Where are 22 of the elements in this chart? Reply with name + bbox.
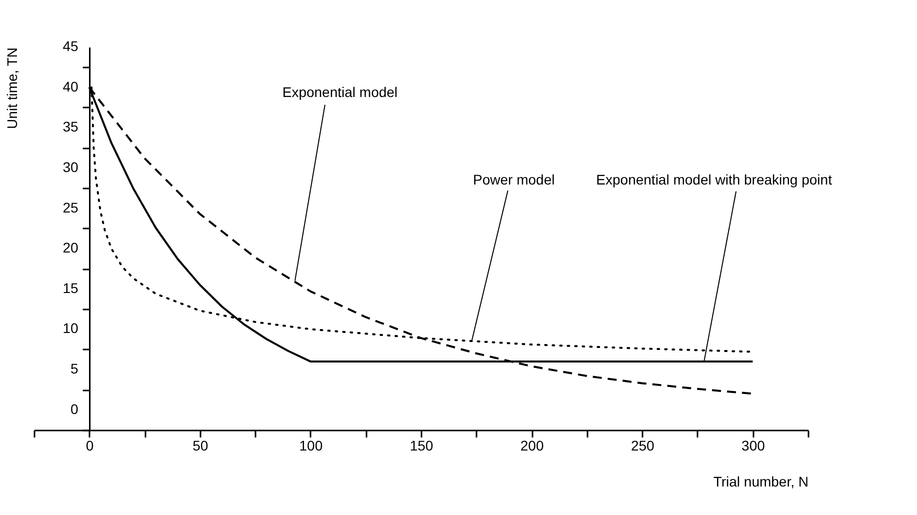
- x-tick-label: 200: [520, 438, 544, 454]
- x-tick-label: 50: [192, 438, 208, 454]
- y-tick-label: 15: [62, 280, 78, 296]
- y-tick-label: 20: [62, 240, 78, 256]
- y-tick-label: 5: [70, 360, 78, 377]
- y-axis-title: Unit time, TN: [4, 48, 20, 129]
- y-tick-label: 30: [62, 158, 78, 175]
- annotation: Exponential model with breaking point: [596, 171, 832, 188]
- y-tick-label: 0: [70, 400, 78, 417]
- x-tick-label: 250: [630, 438, 655, 454]
- y-tick-label: 40: [62, 78, 78, 94]
- x-tick-label: 100: [299, 438, 323, 454]
- x-tick-label: 0: [86, 438, 94, 454]
- y-tick-label: 35: [62, 118, 78, 135]
- x-tick-label: 300: [742, 438, 766, 454]
- y-tick-label: 25: [62, 199, 78, 216]
- x-axis-title: Trial number, N: [713, 474, 808, 490]
- y-tick-label: 45: [62, 38, 78, 54]
- y-tick-label: 10: [62, 320, 78, 336]
- x-tick-label: 150: [410, 438, 434, 454]
- annotation: Power model: [473, 172, 555, 188]
- annotation: Exponential model: [282, 84, 398, 100]
